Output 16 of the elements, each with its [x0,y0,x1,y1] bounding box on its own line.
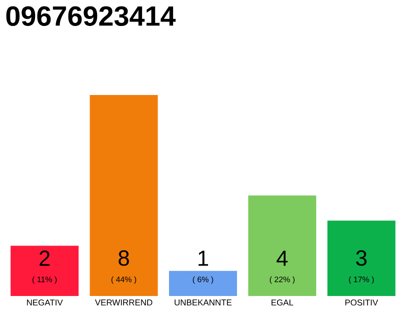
data-label: 3 [356,250,367,266]
bar [248,196,316,296]
x-tick-label: EGAL [272,300,294,306]
data-label: 1 [198,250,208,266]
x-tick-label: NEGATIV [27,300,63,306]
bar [169,270,238,296]
bar [90,95,158,296]
data-label: 8 [118,250,129,266]
bar [327,220,396,296]
bar [10,246,79,296]
chart-title: 09676923414 [6,6,176,26]
data-label: 2 [40,250,50,266]
x-tick-label: UNBEKANNTE [174,300,232,306]
x-tick-label: POSITIV [345,300,378,306]
data-label: 4 [276,250,288,266]
x-tick-label: VERWIRREND [94,300,152,306]
